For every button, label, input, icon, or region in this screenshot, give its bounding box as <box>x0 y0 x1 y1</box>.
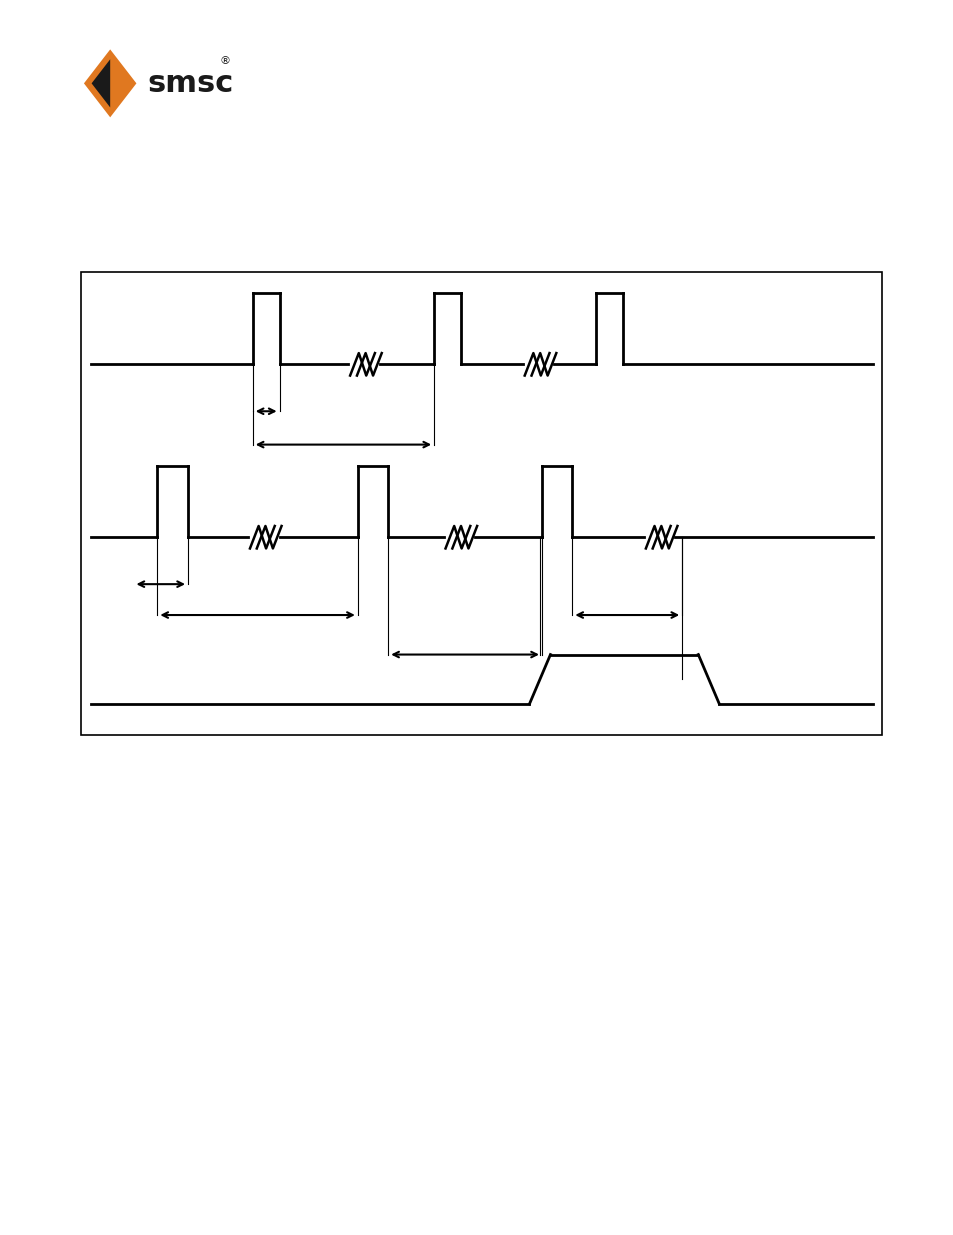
Polygon shape <box>91 59 110 107</box>
Polygon shape <box>84 49 136 117</box>
Bar <box>81 272 882 735</box>
Text: smsc: smsc <box>148 69 233 98</box>
Text: ®: ® <box>219 56 231 67</box>
